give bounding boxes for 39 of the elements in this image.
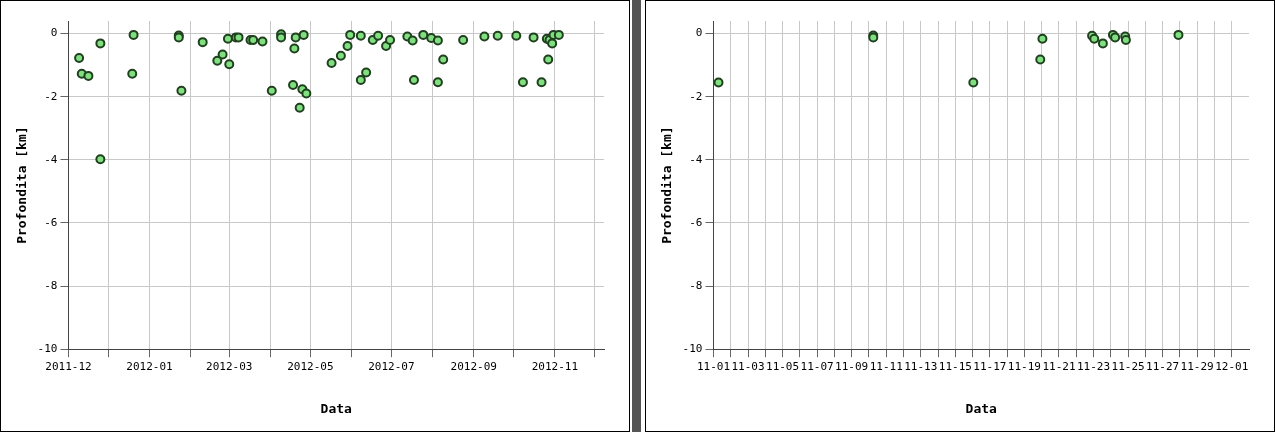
x-tick-label: 12-01 [1215, 359, 1249, 373]
x-tick-label: 11-17 [973, 359, 1007, 373]
y-axis-title: Profondita [km] [14, 126, 30, 244]
x-tick-label: 2012-11 [531, 359, 579, 373]
x-tick-label: 11-29 [1180, 359, 1214, 373]
y-tick-label: -2 [689, 89, 703, 103]
y-tick-label: -4 [44, 152, 58, 166]
x-tick-label: 2012-01 [126, 359, 173, 373]
x-tick-label: 11-05 [766, 359, 800, 373]
y-tick-label: 0 [50, 26, 58, 40]
x-tick-label: 11-01 [696, 359, 731, 373]
y-tick-label: -8 [44, 278, 58, 292]
x-tick-label: 2011-12 [45, 359, 92, 373]
y-tick-label: -10 [37, 342, 58, 356]
x-tick-label: 11-25 [1111, 359, 1145, 373]
x-tick-label: 11-07 [800, 359, 834, 373]
x-tick-label: 11-13 [904, 359, 938, 373]
y-tick-label: 0 [695, 26, 703, 40]
x-tick-label: 11-27 [1146, 359, 1180, 373]
x-tick-label: 11-03 [731, 359, 765, 373]
x-tick-label: 11-09 [835, 359, 869, 373]
x-axis-title: Data [320, 400, 353, 416]
x-tick-label: 11-23 [1076, 359, 1111, 373]
x-tick-label: 11-11 [869, 359, 903, 373]
y-tick-label: -4 [689, 152, 703, 166]
x-tick-label: 2012-07 [368, 359, 415, 373]
y-tick-label: -10 [682, 342, 703, 356]
x-tick-label: 11-19 [1007, 359, 1041, 373]
x-tick-label: 2012-03 [206, 359, 253, 373]
x-axis-title: Data [965, 400, 998, 416]
x-tick-label: 11-21 [1042, 359, 1076, 373]
x-tick-label: 2012-09 [450, 359, 497, 373]
y-tick-label: -6 [44, 215, 58, 229]
y-tick-label: -8 [689, 278, 703, 292]
y-tick-label: -2 [44, 89, 58, 103]
y-axis-title: Profondita [km] [659, 126, 675, 244]
y-tick-label: -6 [689, 215, 703, 229]
x-tick-label: 2012-05 [287, 359, 334, 373]
x-tick-label: 11-15 [938, 359, 972, 373]
